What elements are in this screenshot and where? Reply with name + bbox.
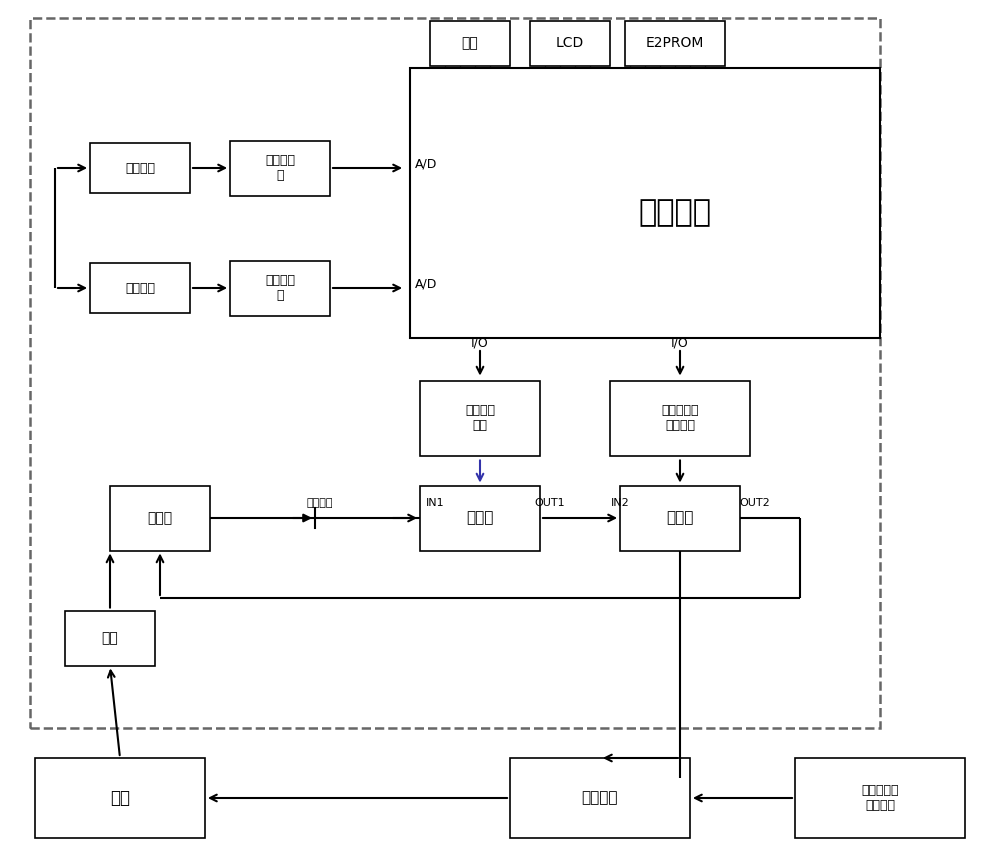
Text: A/D: A/D (415, 277, 437, 291)
Text: 主控制器: 主控制器 (639, 198, 712, 227)
Bar (430, 21, 510, 65)
Text: LCD: LCD (556, 36, 584, 50)
Text: 继电驱动
单元: 继电驱动 单元 (465, 404, 495, 432)
Text: 电压信号: 电压信号 (125, 161, 155, 174)
Bar (625, 21, 725, 65)
Text: 分布式光伏
发电系统: 分布式光伏 发电系统 (861, 784, 899, 812)
Bar (510, 758, 690, 838)
Text: 直流电: 直流电 (147, 511, 173, 525)
Text: 并网开关: 并网开关 (582, 790, 618, 806)
Bar (90, 143, 190, 193)
Bar (420, 486, 540, 551)
Text: A/D: A/D (415, 158, 437, 171)
Text: 整流: 整流 (102, 631, 118, 645)
Text: I/O: I/O (471, 336, 489, 349)
Bar (410, 68, 880, 338)
Bar (530, 21, 610, 65)
Text: 电网: 电网 (110, 789, 130, 807)
Text: 继电器: 继电器 (466, 511, 494, 525)
Bar (35, 758, 205, 838)
Bar (30, 18, 880, 728)
Text: I/O: I/O (671, 336, 689, 349)
Text: 电压采集
器: 电压采集 器 (265, 154, 295, 182)
Text: 直流母线: 直流母线 (307, 498, 333, 508)
Bar (420, 380, 540, 456)
Text: IN1: IN1 (426, 498, 444, 508)
Bar (620, 486, 740, 551)
Text: 可延时脱扣
驱动单元: 可延时脱扣 驱动单元 (661, 404, 699, 432)
Bar (230, 141, 330, 196)
Bar (610, 380, 750, 456)
Text: 键盘: 键盘 (462, 36, 478, 50)
Bar (90, 263, 190, 313)
Bar (110, 486, 210, 551)
Text: 电流采集
器: 电流采集 器 (265, 274, 295, 302)
Text: OUT2: OUT2 (740, 498, 770, 508)
Text: OUT1: OUT1 (535, 498, 565, 508)
Text: 电流信号: 电流信号 (125, 281, 155, 294)
Text: E2PROM: E2PROM (646, 36, 704, 50)
Text: 脱扣器: 脱扣器 (666, 511, 694, 525)
Text: IN2: IN2 (611, 498, 629, 508)
Bar (65, 611, 155, 666)
Bar (795, 758, 965, 838)
Bar (230, 261, 330, 316)
